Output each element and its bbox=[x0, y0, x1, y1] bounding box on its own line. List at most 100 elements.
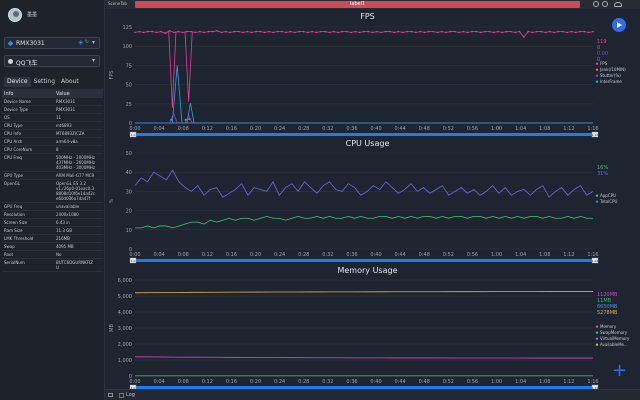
legend-entry[interactable]: InterFrame bbox=[600, 79, 622, 84]
device-select[interactable]: RMX3031 ◈ ↻ ▾ bbox=[4, 37, 100, 49]
series-line bbox=[134, 169, 594, 198]
table-row: OS 11 bbox=[2, 114, 103, 122]
data-point bbox=[199, 30, 201, 33]
data-point bbox=[419, 30, 421, 33]
slider-end-label: 1:16 bbox=[592, 386, 599, 390]
x-tick-label: 1:08 bbox=[539, 379, 550, 385]
legend-entry[interactable]: VirtualMemory bbox=[600, 336, 630, 341]
row-key: LMK Threshold bbox=[4, 236, 34, 241]
tab-setting[interactable]: Setting bbox=[33, 78, 56, 85]
data-point bbox=[501, 31, 504, 34]
chevron-down-icon: ▾ bbox=[91, 39, 95, 46]
chevron-down-icon: ▾ bbox=[91, 57, 95, 64]
slider-handle-start[interactable] bbox=[129, 131, 137, 138]
row-value: 4095 MB bbox=[56, 244, 74, 249]
row-value: 8 bbox=[56, 147, 59, 152]
sidebar-tabs: Device Setting About bbox=[4, 77, 82, 87]
table-row: OpenGL OpenGL ES 3.2 v1.r26p0-01eac0.3 88… bbox=[2, 180, 103, 203]
table-row: Root No bbox=[2, 251, 103, 259]
data-point bbox=[246, 30, 249, 33]
data-point bbox=[216, 30, 218, 32]
slider-handle-end[interactable] bbox=[591, 257, 599, 264]
data-point bbox=[548, 30, 551, 33]
range-slider[interactable] bbox=[132, 386, 596, 389]
tab-about[interactable]: About bbox=[61, 78, 79, 85]
jank-point bbox=[170, 118, 173, 121]
current-value: 0 bbox=[597, 57, 600, 63]
x-tick-label: 0:56 bbox=[467, 252, 478, 258]
data-point bbox=[307, 31, 309, 34]
range-slider[interactable] bbox=[132, 259, 596, 262]
slider-end-label: 1:16 bbox=[592, 133, 599, 137]
legend-entry[interactable]: Memory bbox=[600, 324, 617, 329]
data-point bbox=[147, 30, 149, 33]
data-point bbox=[536, 30, 538, 33]
x-tick-label: 0:52 bbox=[443, 379, 454, 385]
label-tab[interactable]: label1 bbox=[135, 1, 580, 8]
row-value: BUTC6DGURNKFIZ U bbox=[56, 260, 93, 270]
y-axis-label: MB bbox=[109, 324, 115, 332]
legend-entry[interactable]: AvailableMe... bbox=[600, 342, 628, 347]
data-point bbox=[229, 31, 231, 34]
legend-marker bbox=[595, 194, 599, 197]
legend-entry[interactable]: FPS bbox=[600, 61, 608, 66]
x-tick-label: 0:08 bbox=[178, 126, 189, 132]
x-tick-label: 0:36 bbox=[346, 252, 357, 258]
x-tick-label: 0:28 bbox=[298, 126, 309, 132]
legend-entry[interactable]: TotalCPU bbox=[599, 199, 618, 204]
scene-tab-label[interactable]: SceneTab bbox=[108, 1, 127, 6]
data-point bbox=[527, 30, 529, 33]
stutter-spike bbox=[169, 111, 178, 124]
cloud-icon[interactable] bbox=[614, 2, 622, 7]
x-tick-label: 1:12 bbox=[563, 126, 574, 132]
x-tick-label: 0:12 bbox=[202, 252, 213, 258]
username: 墨墨 bbox=[27, 12, 38, 18]
log-checkbox[interactable] bbox=[119, 393, 124, 398]
data-point bbox=[371, 31, 374, 34]
legend-entry[interactable]: Stutter(%) bbox=[600, 73, 621, 78]
current-value: 0.00 bbox=[597, 51, 608, 57]
memory-chart[interactable]: 0 1,000 2,000 3,000 4,000 5,000 6,000 MB 0:00 0:0… bbox=[105, 262, 640, 391]
add-button[interactable]: + bbox=[612, 360, 628, 381]
data-point bbox=[544, 31, 547, 34]
row-key: OS bbox=[4, 115, 10, 120]
data-point bbox=[583, 30, 586, 33]
gear-icon[interactable] bbox=[593, 1, 599, 7]
legend-marker bbox=[595, 331, 599, 334]
table-row: Swap 4095 MB bbox=[2, 243, 103, 251]
legend-entry[interactable]: SwapMemory bbox=[600, 330, 628, 335]
legend-entry[interactable]: AppCPU bbox=[600, 193, 616, 198]
data-point bbox=[242, 31, 244, 34]
cpu-chart[interactable]: 0 10 20 30 40 50% 0:00 0:04 0:08 0:12 0:16 0:20 0:24… bbox=[105, 135, 640, 264]
slider-handle-end[interactable] bbox=[591, 131, 599, 138]
tab-device[interactable]: Device bbox=[4, 77, 31, 87]
table-header: Info Value bbox=[2, 89, 103, 98]
y-tick-label: 5,000 bbox=[118, 294, 132, 300]
column-header-value: Value bbox=[56, 90, 70, 97]
legend-entry[interactable]: Jank(/10MIN) bbox=[599, 67, 626, 72]
fps-chart-title: FPS bbox=[360, 12, 375, 21]
data-point bbox=[510, 30, 512, 33]
avatar[interactable] bbox=[8, 8, 22, 22]
slider-handle-start[interactable] bbox=[129, 257, 137, 264]
data-point bbox=[514, 31, 517, 34]
refresh-icon[interactable]: ↻ bbox=[84, 39, 89, 45]
info-icon[interactable] bbox=[602, 1, 608, 7]
current-value: 31% bbox=[597, 171, 608, 177]
play-button[interactable] bbox=[612, 18, 626, 32]
device-info-table: Info Value Device Name RMX3031 Device Type… bbox=[2, 89, 103, 272]
data-point bbox=[497, 30, 499, 33]
data-point bbox=[428, 30, 430, 33]
data-point bbox=[570, 30, 573, 33]
bottom-bar: Log bbox=[105, 389, 640, 400]
range-slider[interactable] bbox=[132, 133, 596, 136]
row-key: Ram Size bbox=[4, 228, 23, 233]
data-point bbox=[397, 30, 400, 33]
data-point bbox=[380, 31, 383, 34]
data-point bbox=[505, 30, 508, 33]
app-select[interactable]: QQ飞车 ▾ bbox=[4, 55, 100, 67]
data-point bbox=[367, 30, 370, 33]
data-point bbox=[177, 30, 180, 33]
fps-chart[interactable]: 0 25 50 75 100 125 FPS 0:00 0:04 0:08 0:12 0:16 0:20… bbox=[105, 9, 640, 138]
export-icon[interactable] bbox=[108, 393, 113, 397]
